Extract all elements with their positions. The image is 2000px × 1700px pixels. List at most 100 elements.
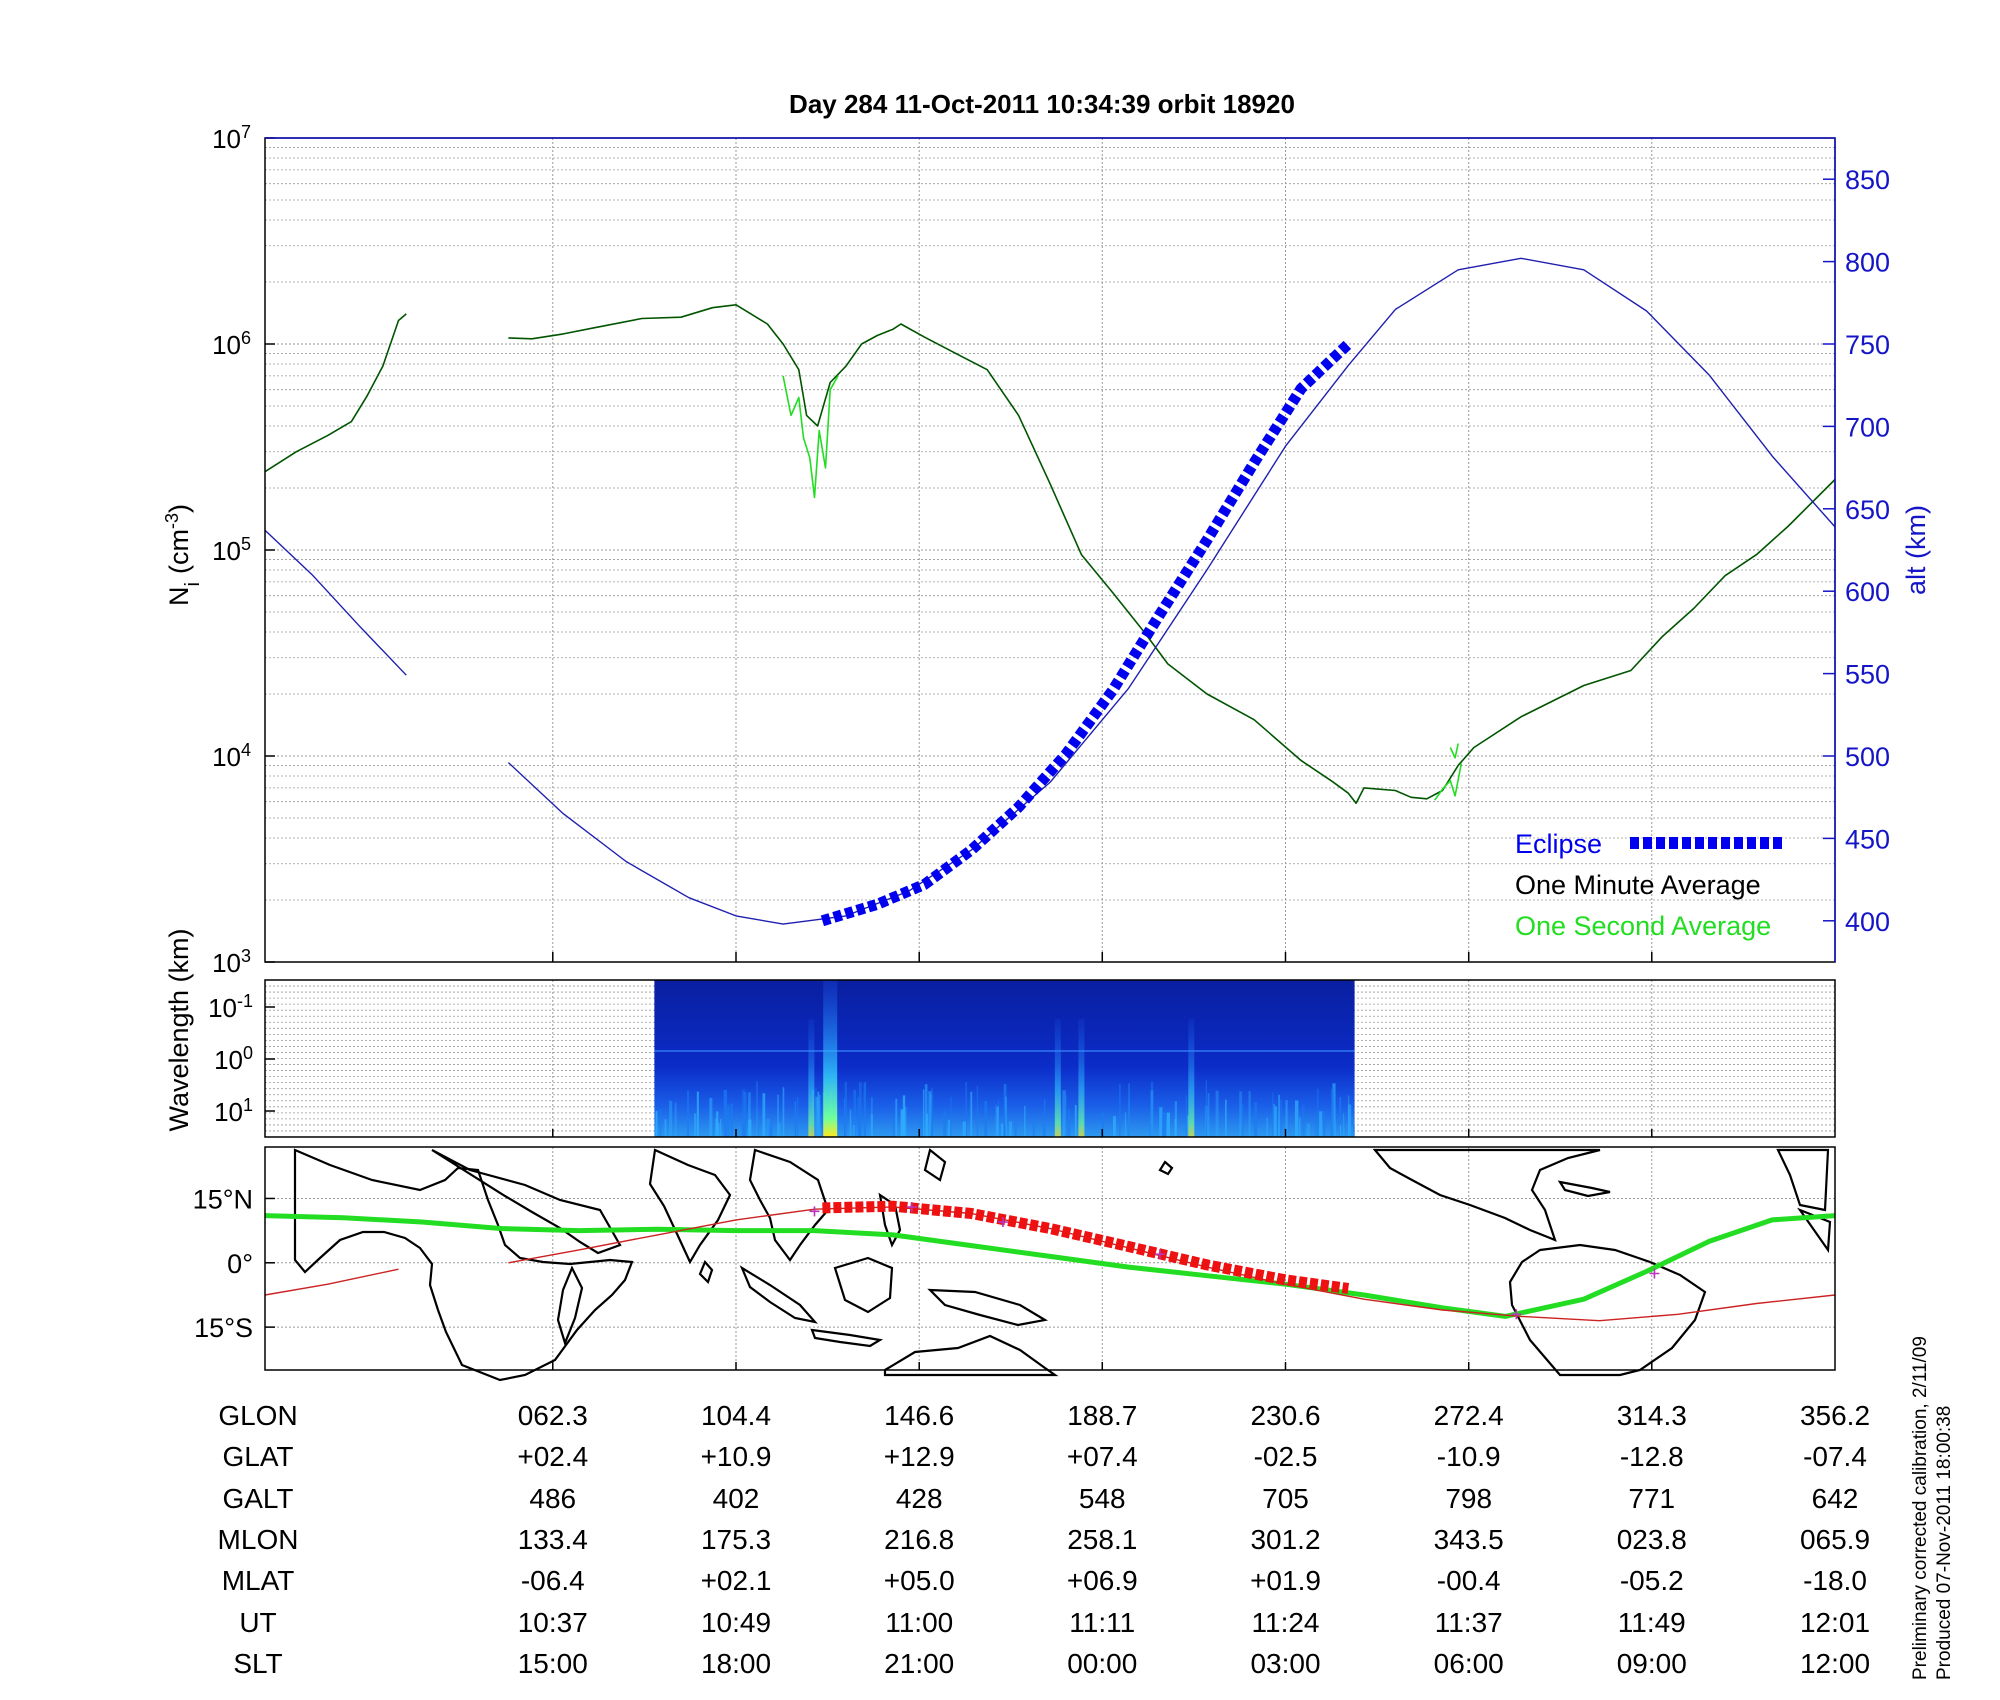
ion-density-y-tick-label: 107 bbox=[212, 122, 251, 154]
ion-density-y-tick-exp: 6 bbox=[241, 328, 251, 348]
spectrogram-streak bbox=[857, 1097, 860, 1137]
ground-track-plot-area bbox=[264, 1200, 1836, 1322]
spectrogram-streak bbox=[696, 1091, 699, 1137]
spectrogram-streak bbox=[1159, 1107, 1163, 1137]
spectrogram-streak bbox=[797, 1097, 799, 1137]
spectrogram-streak bbox=[1003, 1084, 1007, 1137]
coastline-borneo bbox=[833, 1256, 894, 1314]
ion-density-axis-label-main: N bbox=[164, 586, 194, 606]
spectrogram-streak bbox=[1306, 1123, 1310, 1137]
spectrogram-streak bbox=[748, 1119, 752, 1137]
coastline-south-america bbox=[1508, 1243, 1707, 1377]
coastline-hawaii bbox=[1158, 1160, 1174, 1176]
spectrogram-streak bbox=[762, 1093, 766, 1137]
spectrogram-streak bbox=[1339, 1124, 1342, 1137]
ion-density-y-tick-base: 10 bbox=[212, 742, 241, 772]
spectrogram-streak bbox=[1348, 1104, 1352, 1137]
produced-note: Produced 07-Nov-2011 18:00:38 bbox=[1934, 1405, 1955, 1680]
spectrogram-streak bbox=[748, 1092, 751, 1137]
ion-density-axis-label-unit: (cm bbox=[164, 529, 194, 574]
track-marker-1 bbox=[906, 1202, 917, 1213]
spectrogram-streak bbox=[1332, 1083, 1336, 1137]
spectrogram-streak bbox=[766, 1119, 770, 1137]
spectrogram-streak bbox=[976, 1086, 979, 1137]
ion-density-series-2-segment-0 bbox=[264, 529, 407, 676]
spectrogram-streak bbox=[1186, 1115, 1189, 1137]
orbit-track-segment-0 bbox=[264, 1268, 399, 1296]
spectrogram-streak bbox=[794, 1101, 797, 1137]
spectrogram-bright-column bbox=[1078, 1019, 1085, 1137]
ion-density-grid bbox=[265, 138, 1835, 963]
coastline-java bbox=[810, 1328, 884, 1348]
track-marker-0 bbox=[809, 1206, 820, 1217]
spectrogram-streak bbox=[965, 1082, 967, 1137]
ion-density-axis-label-close: ) bbox=[164, 504, 194, 513]
spectrogram-streak bbox=[1316, 1088, 1319, 1137]
coastline-map bbox=[293, 1148, 1832, 1382]
coastline-australia bbox=[883, 1334, 1059, 1377]
coastline-europe-edge bbox=[1776, 1148, 1830, 1212]
wavelength-axis-label: Wavelength (km) bbox=[164, 928, 194, 1131]
coastline-madagascar bbox=[556, 1265, 584, 1347]
spectrogram-streak bbox=[1276, 1109, 1278, 1137]
spectrogram-streak bbox=[1150, 1081, 1154, 1137]
ion-density-y-tick-base: 10 bbox=[212, 330, 241, 360]
ion-density-y-tick-exp: 4 bbox=[241, 740, 251, 760]
spectrogram-streak bbox=[1285, 1100, 1288, 1137]
spectrogram-streak bbox=[1150, 1090, 1154, 1137]
spectrogram-streak bbox=[1299, 1117, 1301, 1137]
spectrogram-streak bbox=[1280, 1099, 1282, 1137]
spectrogram-streak bbox=[815, 1096, 819, 1137]
ion-density-y-tick-label: 106 bbox=[212, 328, 251, 360]
spectrogram-bright-column bbox=[823, 980, 838, 1137]
spectrogram-streak bbox=[904, 1106, 907, 1137]
spectrogram-streak bbox=[1174, 1101, 1177, 1137]
ground-track-grid bbox=[265, 1147, 1835, 1370]
spectrogram-streak bbox=[970, 1091, 973, 1137]
spectrogram-streak bbox=[1248, 1091, 1251, 1137]
spectrogram-streak bbox=[1241, 1104, 1244, 1137]
ion-density-series-1-segment-1 bbox=[1434, 763, 1463, 801]
spectrogram-streak bbox=[853, 1089, 857, 1137]
ion-density-series-1-segment-0 bbox=[782, 375, 839, 499]
spectrogram-streak bbox=[920, 1120, 923, 1137]
spectrogram-streak bbox=[863, 1082, 867, 1137]
altitude-y-tick-label: 450 bbox=[1845, 824, 1890, 854]
spectrogram-bright-column bbox=[808, 1019, 815, 1137]
ion-density-axis-label-sub: i bbox=[182, 582, 204, 586]
coastline-se-asia bbox=[748, 1148, 830, 1262]
spectrogram-streak bbox=[928, 1091, 932, 1137]
spectrogram-streak bbox=[757, 1110, 759, 1137]
spectrogram-streak bbox=[871, 1097, 873, 1137]
spectrogram-streak bbox=[1005, 1096, 1007, 1137]
coastline-caribbean bbox=[1557, 1180, 1611, 1198]
spectrogram-streak bbox=[1330, 1089, 1335, 1137]
spectrogram-streak bbox=[1353, 1124, 1355, 1137]
spectrogram-streak bbox=[777, 1122, 781, 1137]
spectrogram-streak bbox=[1042, 1123, 1045, 1137]
spectrogram-streak bbox=[674, 1102, 677, 1137]
spectrogram-streak bbox=[694, 1113, 697, 1137]
ion-density-y-tick-base: 10 bbox=[212, 124, 241, 154]
spectrogram-streak bbox=[1272, 1092, 1274, 1137]
spectrogram-streak bbox=[686, 1090, 690, 1137]
altitude-y-tick-label: 550 bbox=[1845, 660, 1890, 690]
spectrogram-streak bbox=[996, 1106, 999, 1137]
latitude-tick-label: 15°S bbox=[194, 1313, 253, 1343]
altitude-y-tick-label: 850 bbox=[1845, 165, 1890, 195]
track-marker-5 bbox=[1649, 1268, 1660, 1279]
spectrogram-streak bbox=[1067, 1109, 1071, 1137]
spectrogram-streak bbox=[1032, 1122, 1035, 1137]
altitude-y-tick-label: 600 bbox=[1845, 577, 1890, 607]
spectrogram-streak bbox=[1024, 1106, 1026, 1137]
spectrogram-streak bbox=[716, 1111, 719, 1137]
spectrogram-streak bbox=[950, 1097, 952, 1137]
ion-density-plot-area bbox=[264, 257, 1836, 927]
spectrogram-streak bbox=[709, 1097, 713, 1137]
spectrogram-streak bbox=[1273, 1103, 1275, 1137]
spectrogram-streak bbox=[1124, 1112, 1127, 1137]
wavelength-y-tick-base: 10 bbox=[214, 1097, 243, 1127]
ground-track-panel: 15°N 0° 15°S bbox=[193, 1146, 1836, 1382]
